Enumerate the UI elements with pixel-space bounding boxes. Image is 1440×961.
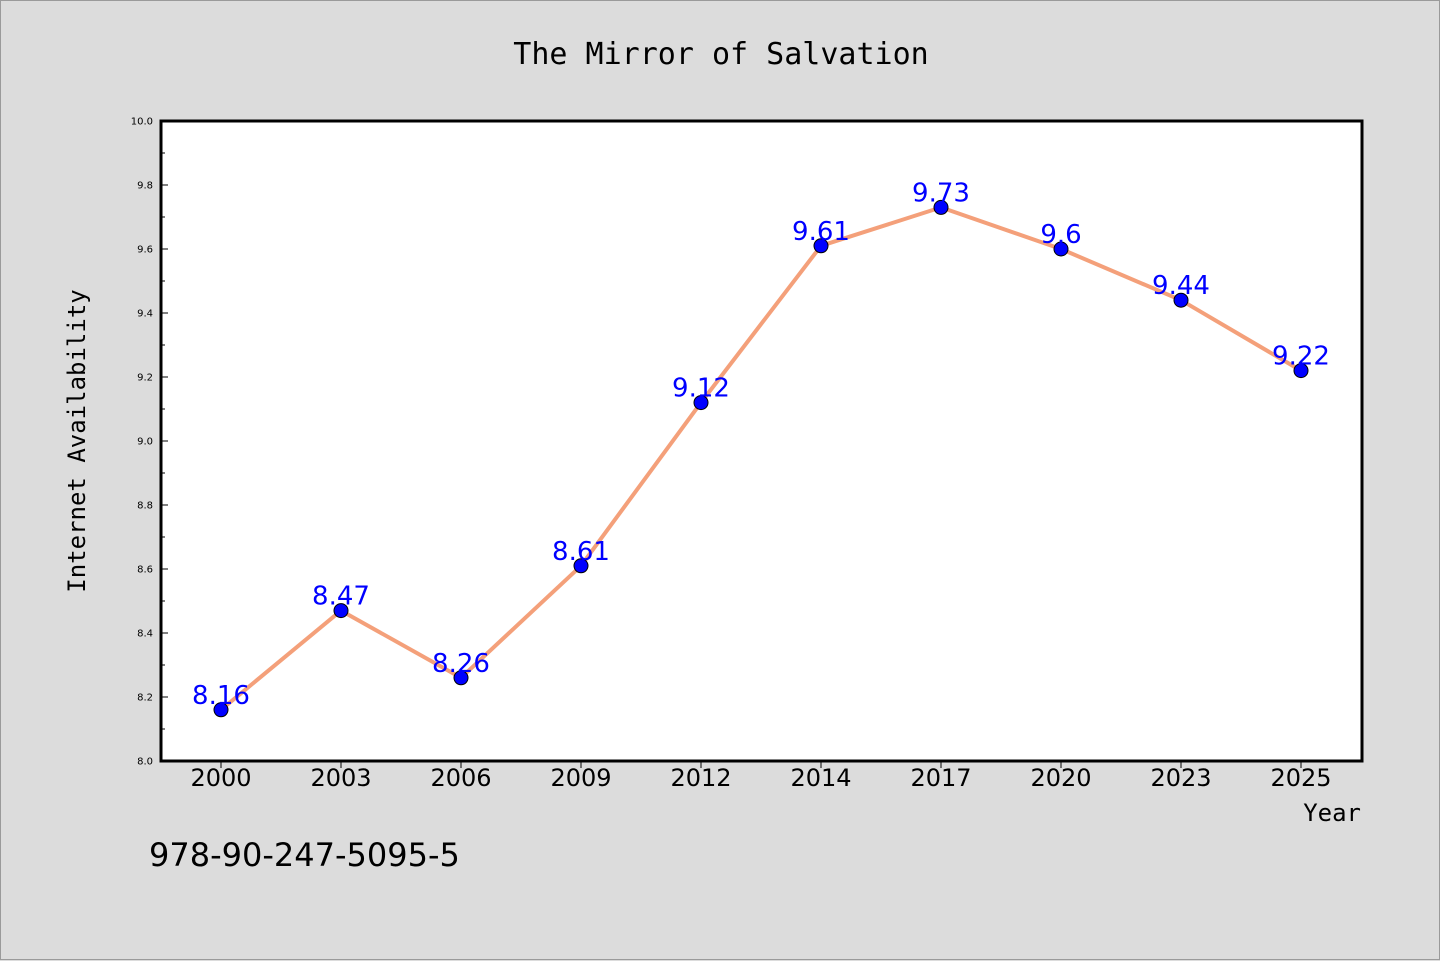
series-line xyxy=(219,205,1303,712)
y-tick-label: 8.4 xyxy=(137,629,153,640)
data-label: 8.47 xyxy=(312,582,370,612)
data-point xyxy=(453,670,469,686)
data-point xyxy=(1173,292,1189,308)
data-point xyxy=(213,702,229,718)
y-axis: 8.0 8.2 8.4 8.6 8.8 9.0 9.2 9.4 9.6 9.8 10.0 xyxy=(131,117,168,768)
x-tick-label: 2020 xyxy=(1030,764,1091,792)
data-point xyxy=(1293,363,1309,379)
x-tick-label: 2009 xyxy=(550,764,611,792)
data-point xyxy=(1053,241,1069,257)
y-tick-label: 8.8 xyxy=(137,501,153,512)
data-label: 9.44 xyxy=(1152,271,1210,301)
data-label: 8.61 xyxy=(552,537,610,567)
data-label: 9.73 xyxy=(912,178,970,208)
isbn-text: 978-90-247-5095-5 xyxy=(149,836,460,874)
x-tick-label: 2017 xyxy=(910,764,971,792)
x-tick-label: 2012 xyxy=(670,764,731,792)
data-point xyxy=(933,199,949,215)
x-tick-label: 2025 xyxy=(1270,764,1331,792)
y-tick-label: 9.4 xyxy=(137,309,153,320)
y-tick-label: 9.0 xyxy=(137,437,153,448)
y-tick-label: 9.8 xyxy=(137,181,153,192)
y-tick-label: 10.0 xyxy=(131,117,153,128)
y-tick-label: 8.6 xyxy=(137,565,153,576)
data-label: 9.12 xyxy=(672,374,730,404)
chart-title: The Mirror of Salvation xyxy=(513,37,928,72)
y-tick-label: 9.2 xyxy=(137,373,153,384)
data-label: 8.16 xyxy=(192,681,250,711)
y-tick-label: 9.6 xyxy=(137,245,153,256)
x-axis: 2000 2003 2006 2009 2012 2014 2017 2020 2023 2025 xyxy=(190,761,1332,792)
x-tick-label: 2014 xyxy=(790,764,851,792)
y-axis-label: Internet Availability xyxy=(63,289,91,592)
data-label: 9.22 xyxy=(1272,342,1330,372)
x-tick-label: 2003 xyxy=(310,764,371,792)
data-labels: 8.16 8.47 8.26 8.61 9.12 9.61 9.73 9.6 9.44 9.22 xyxy=(192,178,1330,710)
x-tick-label: 2023 xyxy=(1150,764,1211,792)
data-point xyxy=(573,558,589,574)
data-point xyxy=(813,238,829,254)
x-tick-label: 2000 xyxy=(190,764,251,792)
data-point xyxy=(333,603,349,619)
x-axis-label: Year xyxy=(1303,799,1361,827)
data-label: 8.26 xyxy=(432,649,490,679)
data-label: 9.61 xyxy=(792,217,850,247)
y-tick-label: 8.2 xyxy=(137,693,153,704)
data-label: 9.6 xyxy=(1040,220,1081,250)
series-markers xyxy=(213,199,1309,718)
y-tick-label: 8.0 xyxy=(137,757,153,768)
x-tick-label: 2006 xyxy=(430,764,491,792)
data-point xyxy=(693,395,709,411)
plot-area xyxy=(159,119,1364,763)
